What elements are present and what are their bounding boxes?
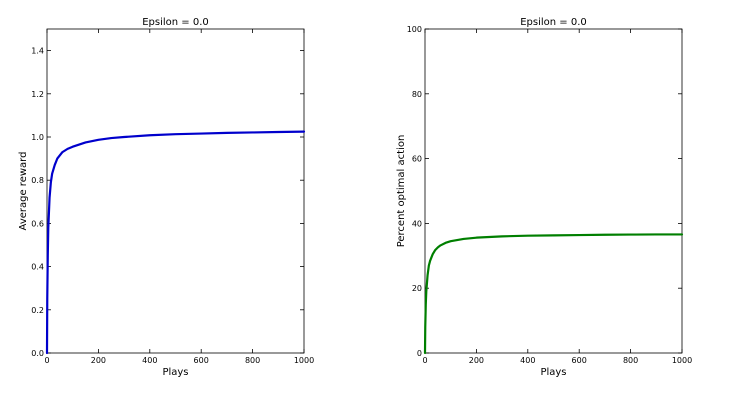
x-axis-label: Plays (162, 367, 188, 378)
y-tick-label: 40 (412, 219, 422, 228)
x-tick-label: 200 (91, 356, 106, 365)
series-line (45, 130, 306, 355)
y-axis-label: Percent optimal action (396, 135, 407, 248)
y-tick-label: 1.2 (31, 90, 44, 99)
y-tick-label: 0.2 (31, 306, 44, 315)
x-tick-label: 1000 (672, 356, 692, 365)
chart-title: Epsilon = 0.0 (142, 17, 209, 28)
x-tick-label: 0 (44, 356, 49, 365)
chart-title: Epsilon = 0.0 (520, 17, 587, 28)
y-tick-label: 0.0 (31, 349, 44, 358)
y-tick-label: 0 (417, 349, 422, 358)
y-tick-label: 0.4 (31, 263, 44, 272)
y-tick-label: 1.0 (31, 133, 44, 142)
x-tick-label: 600 (572, 356, 587, 365)
series-line (423, 233, 684, 355)
plot-frame (46, 28, 305, 354)
y-tick-label: 0.6 (31, 219, 44, 228)
x-tick-label: 800 (245, 356, 260, 365)
y-tick-label: 60 (412, 155, 422, 164)
x-tick-label: 800 (623, 356, 638, 365)
x-tick-label: 400 (520, 356, 535, 365)
subplot-right: 0 200 400 600 800 1000 0 20 40 60 80 100 Epsilon = 0… (396, 17, 692, 378)
x-axis-label: Plays (540, 367, 566, 378)
subplot-left: 0 200 400 600 800 1000 0.0 0.2 0.4 0.6 0.8 1.0 1.2 1.… (18, 17, 314, 378)
x-tick-label: 200 (469, 356, 484, 365)
y-tick-label: 80 (412, 90, 422, 99)
y-tick-label: 1.4 (31, 47, 44, 56)
y-axis-label: Average reward (18, 152, 29, 231)
y-tick-label: 0.8 (31, 176, 44, 185)
x-tick-label: 1000 (294, 356, 314, 365)
plot-frame (424, 28, 683, 354)
y-tick-label: 100 (407, 25, 422, 34)
x-tick-label: 600 (194, 356, 209, 365)
y-tick-label: 20 (412, 284, 422, 293)
x-tick-label: 0 (422, 356, 427, 365)
x-tick-label: 400 (142, 356, 157, 365)
